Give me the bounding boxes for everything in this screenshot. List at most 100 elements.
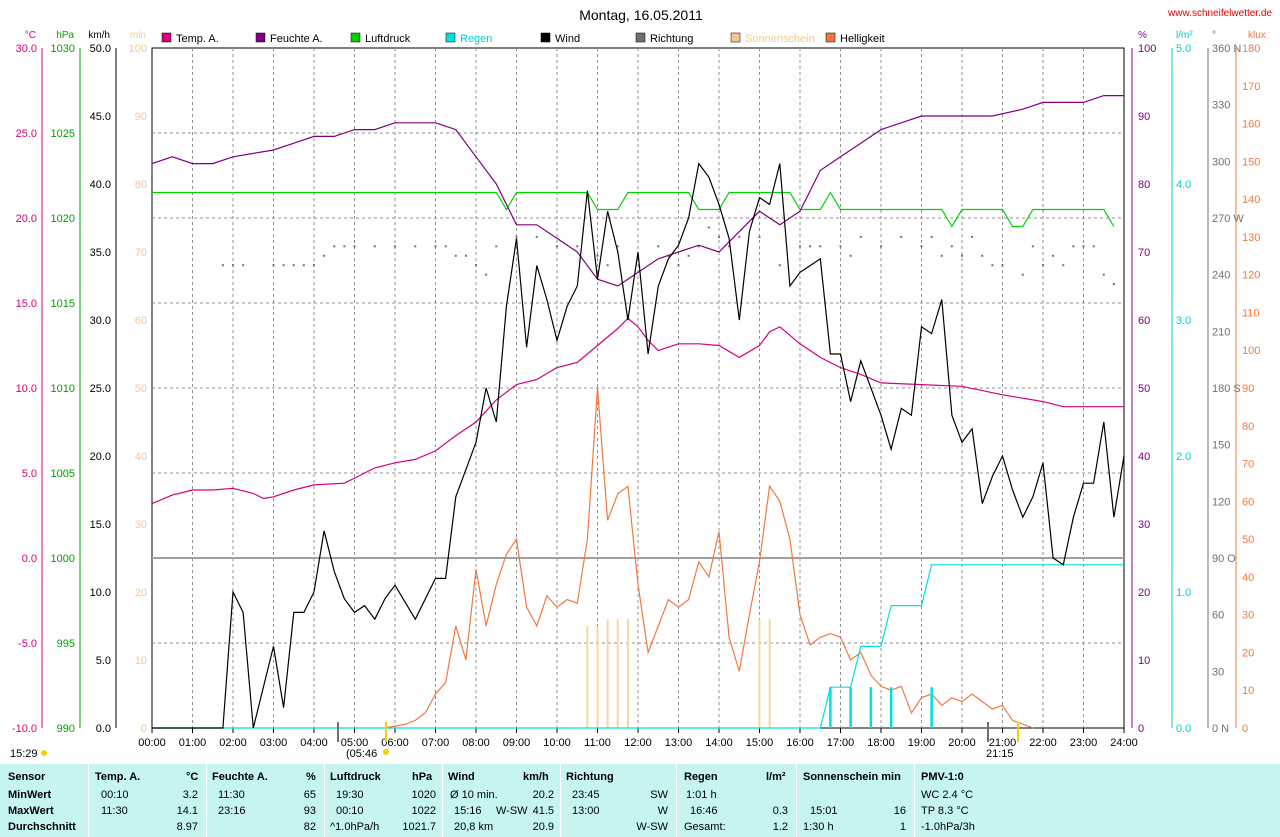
- left-tick-label: 20: [135, 587, 147, 599]
- stats-wind-value: 41.5: [532, 805, 554, 817]
- stats-temp-time: 11:30: [101, 805, 128, 817]
- point-richtung: [687, 254, 690, 257]
- left-tick-label: 50.0: [90, 43, 111, 55]
- point-richtung: [535, 235, 538, 238]
- right-tick-label: 50: [1242, 534, 1254, 546]
- right-tick-label: 20: [1242, 647, 1254, 659]
- left-tick-label: 30: [135, 519, 147, 531]
- point-richtung: [323, 254, 326, 257]
- point-richtung: [292, 264, 295, 267]
- left-tick-label: 20.0: [90, 451, 111, 463]
- stats-header-sun: Sonnenschein min: [803, 771, 901, 783]
- left-tick-label: 1005: [51, 468, 75, 480]
- x-tick-label: 24:00: [1110, 737, 1138, 749]
- left-tick-label: 20.0: [16, 213, 37, 225]
- right-axis-unit: %: [1138, 30, 1147, 41]
- left-tick-label: 5.0: [96, 655, 111, 667]
- x-tick-label: 09:00: [503, 737, 531, 749]
- stats-press-time: 19:30: [336, 789, 364, 801]
- right-axis-unit: klux: [1248, 30, 1266, 41]
- left-tick-label: 60: [135, 315, 147, 327]
- stats-hum-value: 65: [303, 789, 316, 801]
- point-richtung: [697, 245, 700, 248]
- stats-header-press: Luftdruck: [330, 771, 381, 783]
- x-tick-label: 22:00: [1029, 737, 1057, 749]
- point-richtung: [232, 264, 234, 267]
- right-tick-label: 150: [1212, 440, 1230, 452]
- right-tick-label: 40: [1138, 451, 1150, 463]
- right-tick-label: 1.0: [1176, 587, 1191, 599]
- chart-grid: [151, 47, 1125, 729]
- stats-temp-time: 00:10: [101, 789, 129, 801]
- point-richtung: [444, 245, 447, 248]
- left-tick-label: 35.0: [90, 247, 111, 259]
- point-richtung: [961, 254, 963, 257]
- x-tick-label: 11:00: [584, 737, 611, 749]
- right-tick-label: 0: [1138, 723, 1144, 735]
- right-tick-label: 20: [1138, 587, 1150, 599]
- stats-rain-time: 1:01 h: [686, 789, 717, 801]
- sun-icon: [41, 750, 47, 756]
- right-tick-label: 0: [1242, 723, 1248, 735]
- point-richtung: [606, 264, 609, 267]
- left-tick-label: 0.0: [96, 723, 111, 735]
- current-time-label: 15:29: [10, 748, 38, 760]
- stats-header-dir: Richtung: [566, 771, 614, 783]
- stats-header-rain-unit: l/m²: [766, 771, 786, 783]
- x-tick-label: 02:00: [219, 737, 247, 749]
- left-axis-unit: hPa: [56, 30, 74, 41]
- left-tick-label: 5.0: [22, 468, 37, 480]
- right-tick-label: 90: [1138, 111, 1150, 123]
- point-richtung: [302, 264, 305, 267]
- right-tick-label: 130: [1242, 232, 1260, 244]
- stats-header-press-unit: hPa: [412, 771, 433, 783]
- point-richtung: [1112, 283, 1115, 286]
- stats-row-label: MaxWert: [8, 805, 54, 817]
- stats-dir-value: W: [657, 805, 668, 817]
- right-tick-label: 170: [1242, 81, 1260, 93]
- stats-wind-value: 20.2: [532, 789, 554, 801]
- x-tick-label: 23:00: [1070, 737, 1098, 749]
- x-tick-label: 21:00: [989, 737, 1017, 749]
- right-tick-label: 0 N: [1212, 723, 1229, 735]
- left-tick-label: 1010: [51, 383, 75, 395]
- stats-press-value: 1022: [411, 805, 436, 817]
- x-tick-label: 12:00: [624, 737, 652, 749]
- stats-header-temp: Temp. A.: [95, 771, 141, 783]
- legend-swatch: [350, 32, 361, 43]
- left-tick-label: -5.0: [18, 638, 37, 650]
- point-richtung: [1001, 264, 1004, 267]
- left-tick-label: 25.0: [90, 383, 111, 395]
- right-tick-label: 40: [1242, 572, 1254, 584]
- legend-label: Richtung: [650, 33, 693, 45]
- point-richtung: [859, 235, 862, 238]
- website-link[interactable]: www.schneifelwetter.de: [1167, 8, 1272, 19]
- x-tick-label: 16:00: [786, 737, 814, 749]
- point-richtung: [242, 264, 245, 267]
- point-richtung: [799, 245, 801, 248]
- right-tick-label: 120: [1242, 270, 1260, 282]
- line-feuchte-a: [151, 95, 1124, 287]
- stats-wind-value: 20.9: [532, 821, 554, 833]
- sunrise-label: (05:46: [346, 748, 377, 760]
- point-richtung: [556, 245, 558, 248]
- legend-label: Luftdruck: [365, 33, 411, 45]
- left-tick-label: 40.0: [90, 179, 111, 191]
- point-richtung: [809, 245, 812, 248]
- legend-label: Feuchte A.: [270, 33, 323, 45]
- point-richtung: [333, 245, 336, 248]
- point-richtung: [434, 245, 437, 248]
- point-richtung: [981, 254, 984, 257]
- right-tick-label: 240: [1212, 270, 1230, 282]
- point-richtung: [991, 264, 994, 267]
- stats-pmv-value: TP 8.3 °C: [921, 805, 969, 817]
- left-tick-label: 10.0: [16, 383, 37, 395]
- stats-press-value: 1020: [411, 789, 436, 801]
- point-richtung: [464, 254, 467, 257]
- point-richtung: [221, 264, 224, 267]
- stats-header-temp-unit: °C: [186, 771, 199, 783]
- x-tick-label: 01:00: [179, 737, 207, 749]
- stats-press-value: 1021.7: [402, 821, 436, 833]
- stats-rain-time: 16:46: [690, 805, 718, 817]
- legend-swatch: [635, 32, 646, 43]
